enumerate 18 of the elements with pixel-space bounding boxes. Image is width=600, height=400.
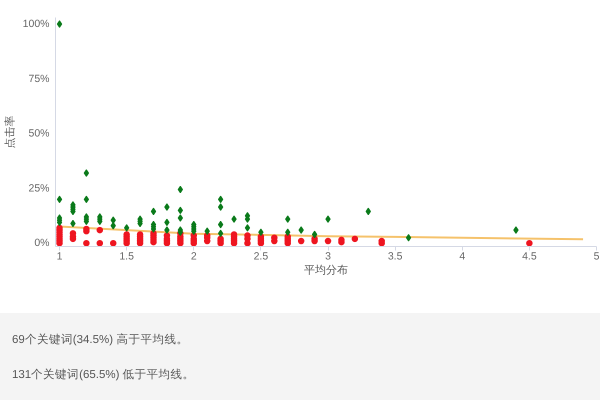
y-tick-label: 0% xyxy=(34,237,50,250)
y-axis-title: 点击率 xyxy=(4,116,17,148)
x-tick-label: 1.5 xyxy=(119,250,134,262)
x-tick-label: 3.5 xyxy=(388,250,403,262)
x-tick-label: 2.5 xyxy=(254,250,268,262)
x-tick-label: 2 xyxy=(190,250,197,262)
x-tick-label: 1 xyxy=(56,250,63,262)
x-axis-title: 平均分布 xyxy=(304,264,348,276)
x-tick-label: 4.5 xyxy=(522,250,537,262)
y-tick-label: 100% xyxy=(22,18,50,30)
y-tick-label: 50% xyxy=(28,128,50,140)
x-tick-label: 5 xyxy=(594,250,600,262)
y-tick-label: 75% xyxy=(28,72,50,85)
x-tick-label: 3 xyxy=(325,250,332,262)
x-tick-label: 4 xyxy=(459,250,466,262)
text: 69个关键词(34.5%) 高于平均线。 xyxy=(12,333,190,348)
y-tick-label: 25% xyxy=(28,182,50,194)
text: 131个关键词(65.5%) 低于平均线。 xyxy=(12,368,195,383)
